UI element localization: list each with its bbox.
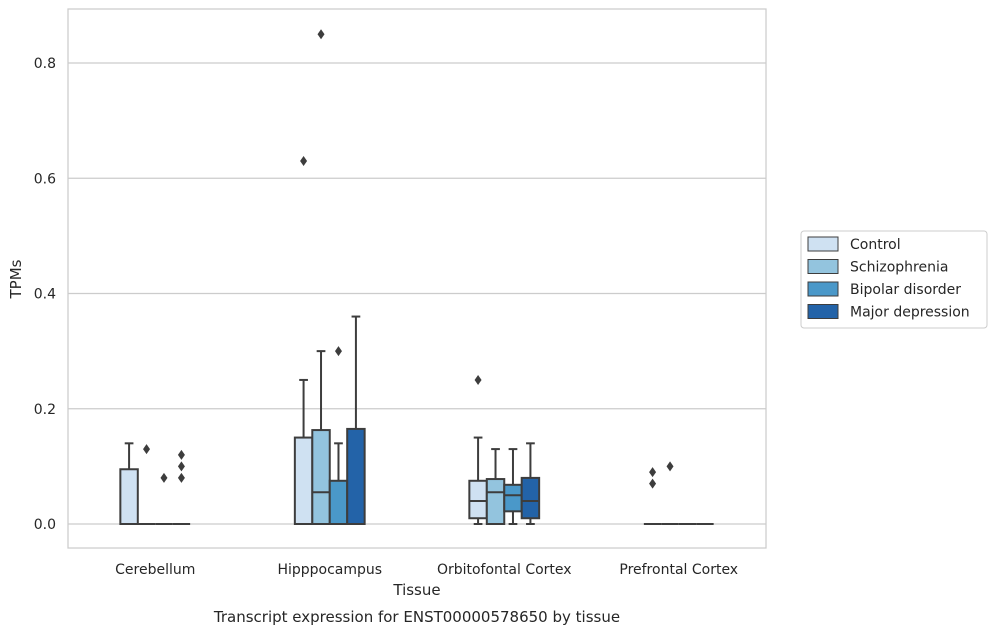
box-plot [137, 444, 156, 525]
y-tick-label: 0.0 [34, 517, 56, 533]
legend-swatch [807, 236, 839, 252]
x-tick-labels: Cerebellum Hipppocampus Orbitofontal Corte… [115, 562, 738, 578]
legend-swatch [807, 281, 839, 297]
legend-label: Schizophrenia [850, 260, 948, 276]
box [468, 479, 488, 520]
legend-swatch [807, 259, 839, 274]
outlier-point [649, 478, 657, 489]
box-plot [119, 442, 139, 526]
legend-item: Control [807, 236, 901, 253]
x-tick-label: Orbitofontal Cortex [437, 562, 572, 578]
y-tick-labels: 0.0 0.2 0.4 0.6 0.8 [34, 56, 56, 533]
legend-swatch [807, 304, 839, 319]
legend-label: Control [850, 237, 901, 253]
box-plot [311, 29, 331, 526]
boxes [119, 29, 714, 526]
box [346, 427, 366, 526]
box-plot [346, 315, 366, 526]
box [328, 479, 349, 525]
outlier-point [649, 467, 657, 478]
box-plot [468, 374, 488, 525]
outlier-point [300, 155, 308, 166]
x-tick-label: Hipppocampus [277, 562, 382, 578]
legend-item: Major depression [807, 304, 970, 321]
legend-frame [800, 230, 988, 329]
outlier-point [177, 472, 185, 483]
outlier-point [177, 461, 185, 472]
y-tick-label: 0.8 [34, 56, 56, 72]
box [520, 476, 541, 520]
y-tick-label: 0.4 [34, 287, 56, 303]
outlier-point [666, 461, 674, 472]
box-plot [155, 472, 173, 525]
box-plot [485, 448, 506, 525]
outlier-point [177, 449, 185, 460]
y-tick-label: 0.6 [34, 171, 56, 187]
legend-label: Major depression [850, 305, 970, 321]
box [119, 468, 139, 526]
legend-label: Bipolar disorder [850, 282, 961, 298]
box-plot [643, 467, 662, 525]
chart-caption: Transcript expression for ENST0000057865… [213, 608, 620, 626]
box [485, 478, 506, 525]
plot-frame [67, 8, 767, 549]
box [503, 483, 523, 513]
x-axis-label: Tissue [392, 581, 440, 599]
x-tick-label: Prefrontal Cortex [619, 562, 738, 578]
legend-item: Schizophrenia [807, 259, 948, 276]
outlier-point [317, 29, 325, 40]
box-plot [328, 346, 349, 525]
box [293, 436, 314, 525]
box-plot [661, 461, 679, 525]
y-axis-label: TPMs [7, 259, 25, 299]
box-plot [520, 442, 541, 525]
y-tick-label: 0.2 [34, 402, 56, 418]
box-plot [293, 155, 314, 525]
outlier-point [160, 472, 168, 483]
legend: Control Schizophrenia Bipolar disorder Majo… [800, 230, 988, 329]
box-plot [503, 448, 523, 525]
gridlines [68, 62, 766, 525]
outlier-point [143, 444, 151, 455]
legend-item: Bipolar disorder [807, 281, 961, 298]
x-tick-label: Cerebellum [115, 562, 195, 578]
outlier-point [334, 346, 342, 357]
outlier-point [474, 374, 482, 385]
box [311, 429, 331, 526]
box-plot [172, 449, 191, 525]
